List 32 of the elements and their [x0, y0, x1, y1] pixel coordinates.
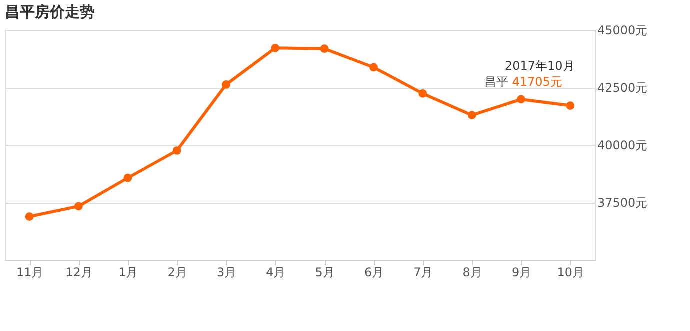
point	[222, 80, 230, 89]
y-tick-label: 40000元	[598, 138, 648, 152]
point	[172, 146, 182, 155]
point	[124, 174, 132, 182]
y-tick-label: 37500元	[598, 196, 648, 210]
x-tick-label: 11月	[16, 266, 44, 280]
x-tick-label: 10月	[557, 266, 585, 280]
annotation: 2017年10月	[505, 59, 575, 73]
x-tick-label: 3月	[216, 266, 237, 280]
x-tick-label: 1月	[118, 266, 138, 280]
data-label: 41705元	[512, 74, 562, 89]
x-tick-label: 5月	[315, 266, 335, 280]
point	[517, 95, 526, 104]
point	[418, 90, 428, 98]
x-tick-label: 6月	[364, 266, 384, 280]
y-tick-label: 45000元	[598, 24, 648, 38]
x-tick-label: 4月	[266, 266, 286, 280]
x-tick-label: 8月	[462, 266, 482, 280]
point	[25, 212, 34, 221]
point	[566, 102, 575, 110]
point	[320, 44, 329, 54]
point	[74, 202, 83, 211]
point	[271, 44, 280, 52]
x-tick-label: 7月	[414, 266, 434, 280]
series-label: 昌平	[484, 74, 508, 89]
chart-title: 昌平房价走势	[5, 3, 95, 21]
x-tick-label: 9月	[512, 266, 532, 280]
y-tick-label: 42500元	[598, 81, 648, 95]
x-tick-label: 2月	[168, 266, 188, 280]
x-tick-label: 12月	[66, 266, 93, 280]
point	[468, 111, 476, 120]
point	[370, 63, 378, 72]
